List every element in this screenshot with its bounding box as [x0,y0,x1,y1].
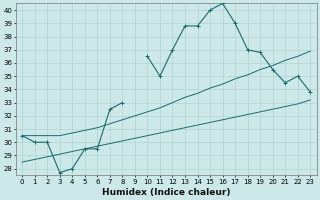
X-axis label: Humidex (Indice chaleur): Humidex (Indice chaleur) [102,188,230,197]
